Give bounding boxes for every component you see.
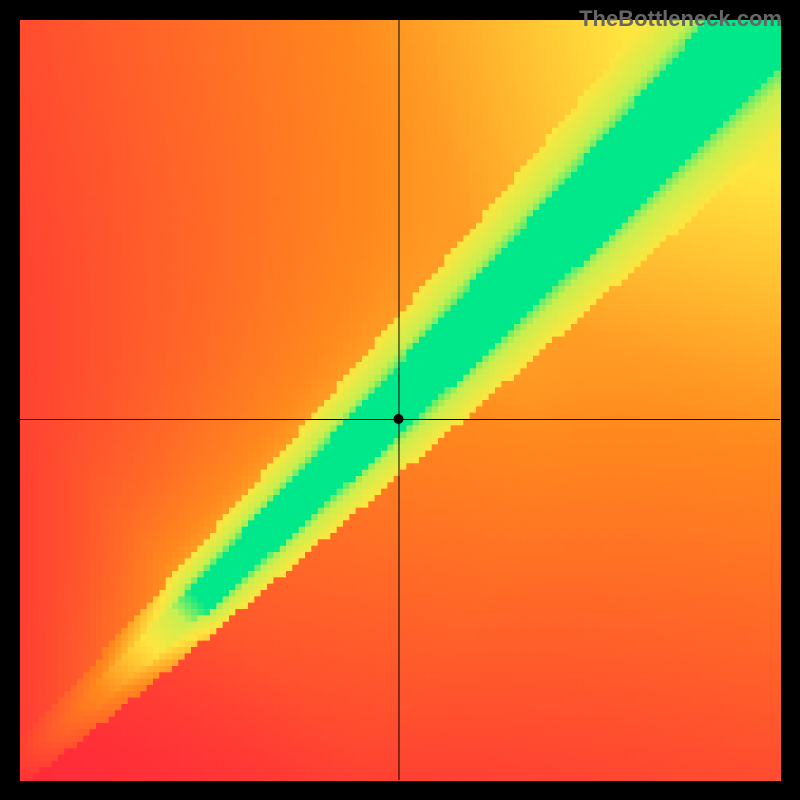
- bottleneck-heatmap: [0, 0, 800, 800]
- chart-container: TheBottleneck.com: [0, 0, 800, 800]
- watermark-text: TheBottleneck.com: [579, 6, 782, 32]
